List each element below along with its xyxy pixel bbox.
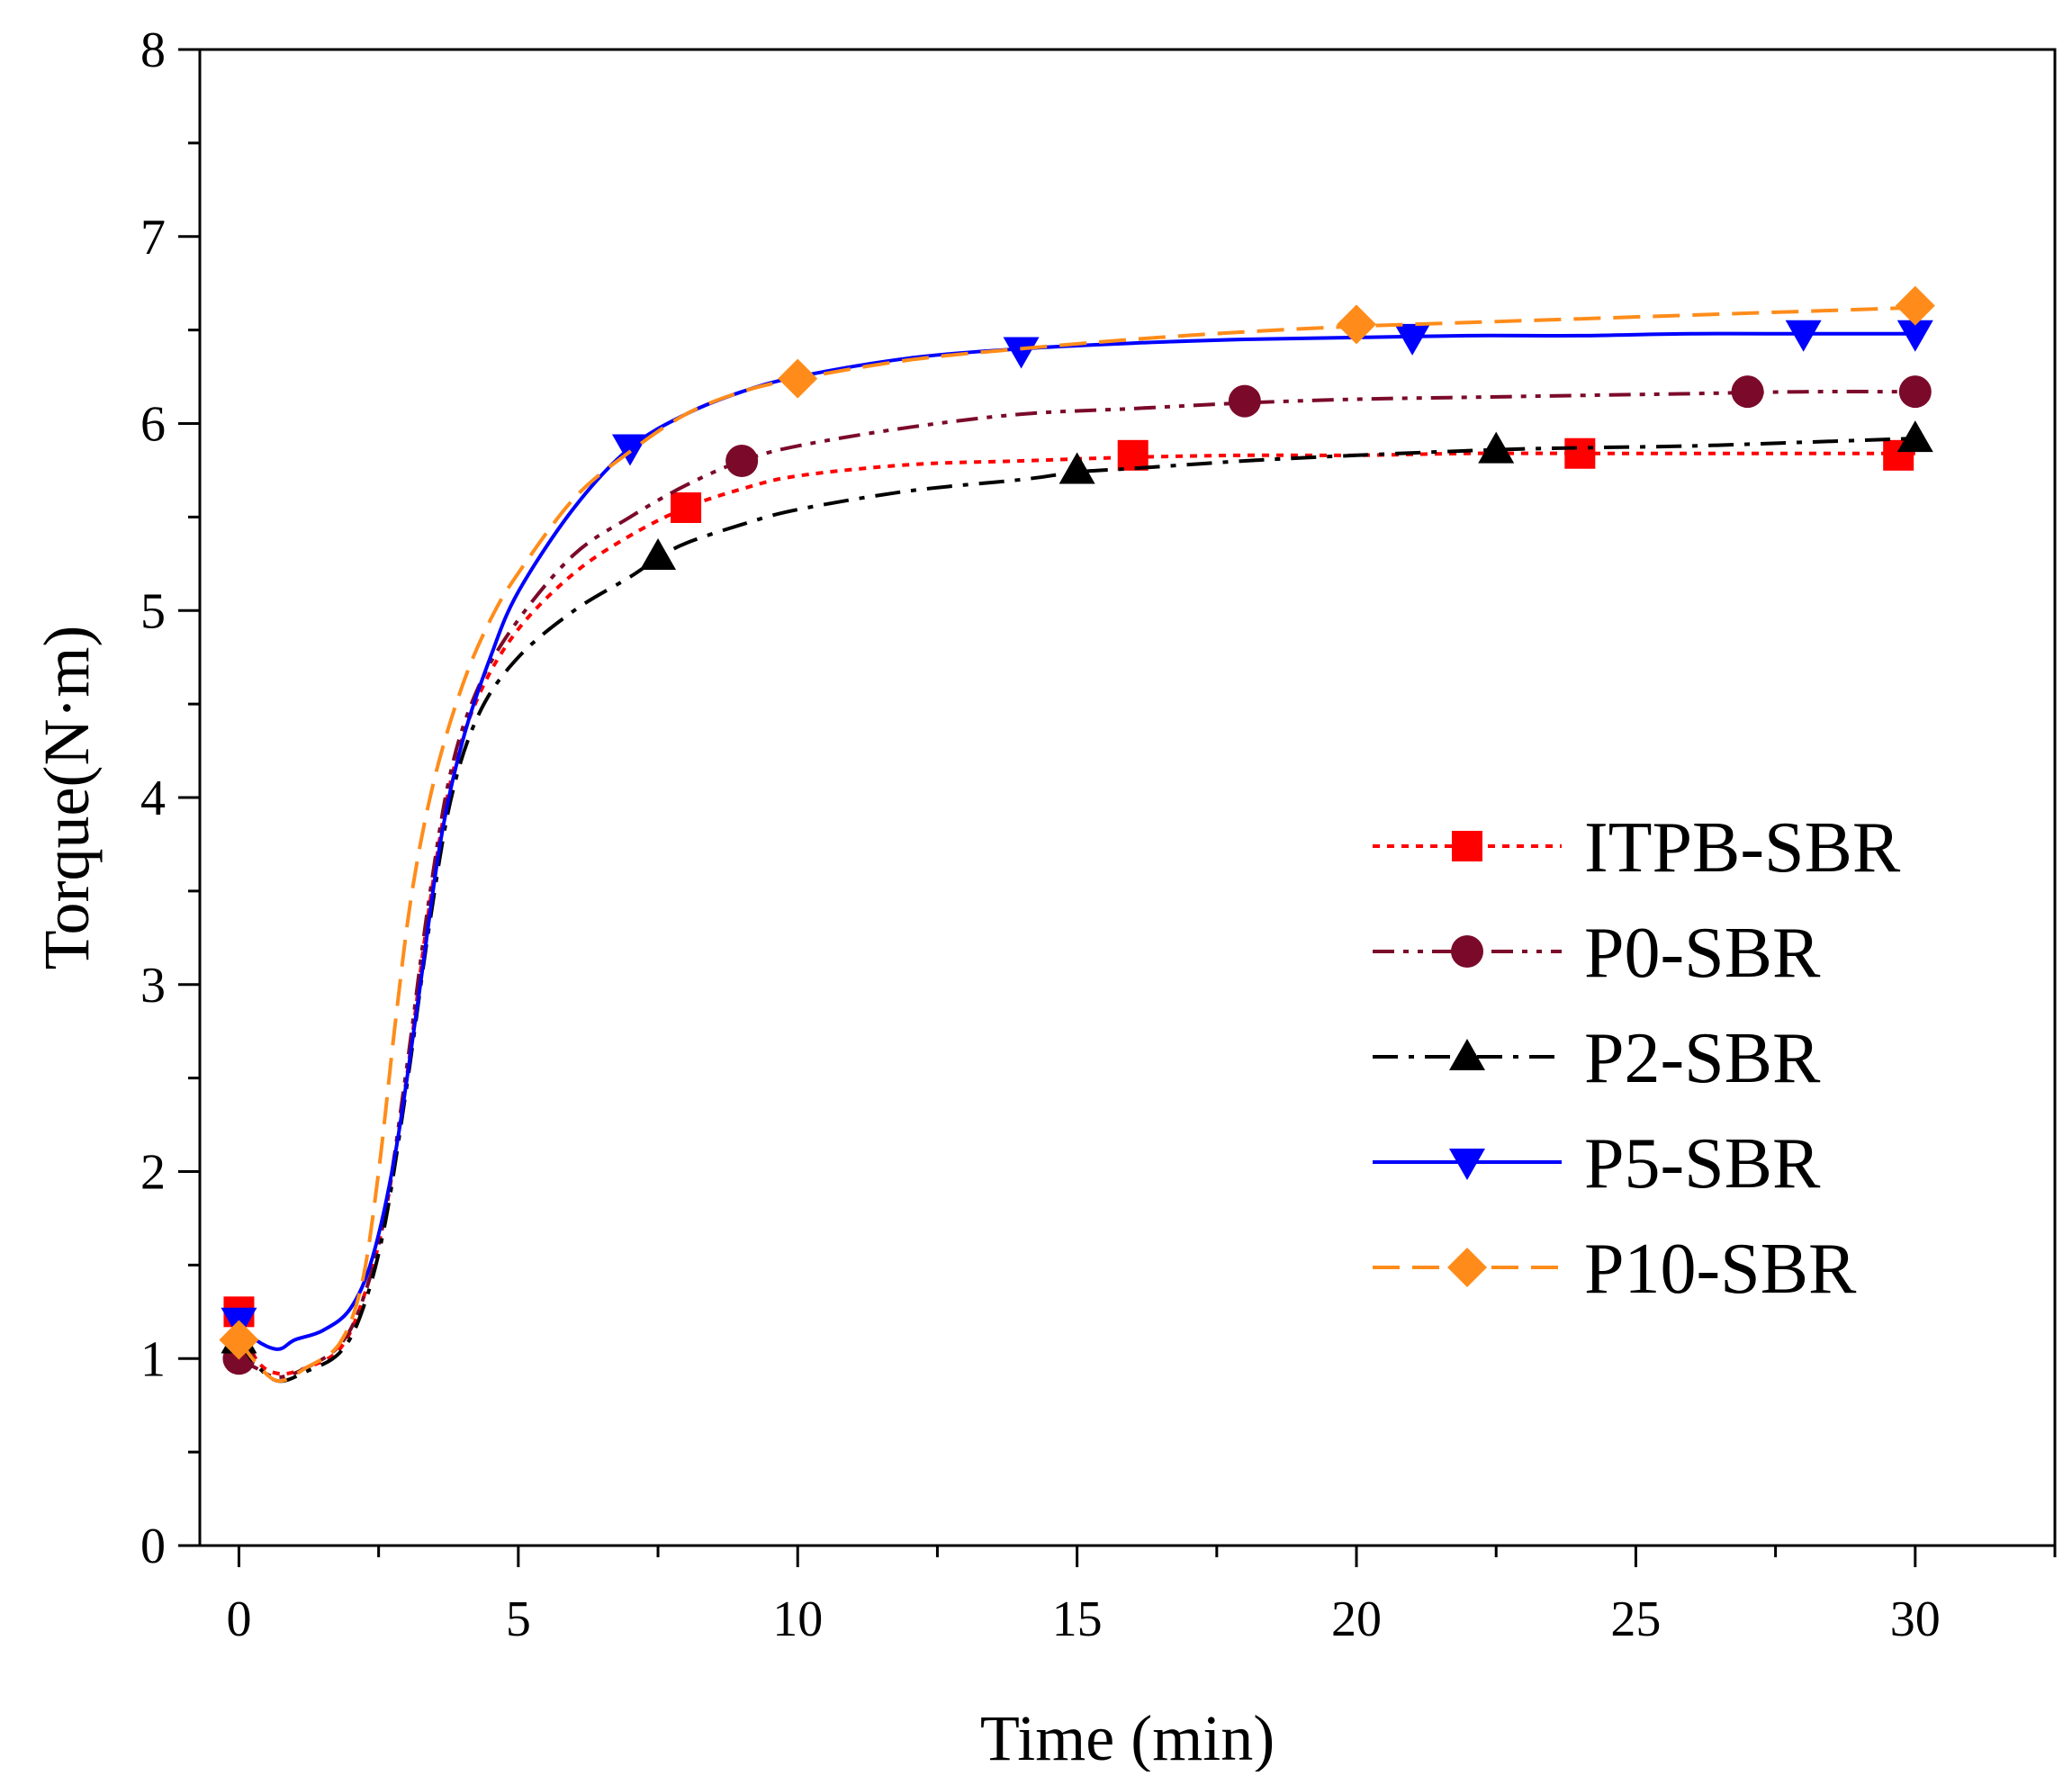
data-point-p5-sbr (1785, 320, 1822, 352)
data-point-p2-sbr (1059, 452, 1095, 484)
data-point-p5-sbr (1003, 337, 1040, 369)
legend-item-p10-sbr: P10-SBR (1373, 1230, 1857, 1309)
legend-label: P5-SBR (1584, 1124, 1821, 1204)
y-tick-label: 8 (140, 23, 166, 78)
y-tick-label: 5 (140, 583, 166, 639)
data-point-p2-sbr (640, 538, 677, 571)
data-point-p10-sbr (778, 358, 818, 399)
series-line-p10-sbr (237, 305, 1915, 1384)
y-tick-label: 2 (140, 1145, 166, 1201)
x-tick-label: 10 (772, 1591, 823, 1647)
legend-label: P2-SBR (1584, 1019, 1821, 1098)
series-p5-sbr (221, 320, 1933, 1351)
data-point-itpb-sbr (671, 491, 702, 523)
legend-item-p2-sbr: P2-SBR (1373, 1019, 1821, 1098)
data-point-p2-sbr (1896, 420, 1933, 453)
y-tick-label: 0 (140, 1519, 166, 1574)
legend-item-p0-sbr: P0-SBR (1373, 914, 1821, 993)
plot-frame (198, 48, 2057, 1547)
x-tick-label: 15 (1052, 1591, 1103, 1647)
x-tick-label: 25 (1610, 1591, 1661, 1647)
data-point-itpb-sbr (1564, 437, 1596, 469)
series-line-p2-sbr (237, 437, 1915, 1384)
series-line-p0-sbr (238, 390, 1915, 1380)
legend-label: ITPB-SBR (1584, 808, 1901, 888)
data-point-p10-sbr (1337, 304, 1377, 345)
y-axis-title: Torque(N·m) (31, 626, 103, 970)
data-point-p5-sbr (1896, 320, 1933, 352)
x-axis-title: Time (min) (980, 1702, 1275, 1771)
y-tick-label: 1 (140, 1331, 166, 1387)
data-point-p5-sbr (1394, 323, 1431, 356)
series-p10-sbr (219, 285, 1935, 1384)
data-point-p0-sbr (1228, 384, 1261, 418)
legend-label: P10-SBR (1584, 1230, 1857, 1309)
legend-item-p5-sbr: P5-SBR (1373, 1124, 1821, 1204)
data-point-p0-sbr (725, 445, 759, 478)
x-tick-label: 20 (1331, 1591, 1382, 1647)
legend-marker (1447, 1248, 1487, 1287)
legend-marker (1452, 831, 1482, 861)
legend-marker (1449, 1039, 1485, 1070)
legend-marker (1449, 1149, 1485, 1180)
y-tick-label: 4 (140, 771, 166, 826)
x-tick-label: 0 (226, 1591, 251, 1647)
y-tick-label: 7 (140, 210, 166, 266)
data-point-itpb-sbr (1117, 439, 1149, 471)
data-point-p0-sbr (1898, 375, 1932, 409)
data-point-p0-sbr (1731, 375, 1764, 409)
x-tick-label: 5 (506, 1591, 531, 1647)
legend-label: P0-SBR (1584, 914, 1821, 993)
legend: ITPB-SBR P0-SBR P2-SBR P5-SBR P10-SBR (1373, 808, 1901, 1309)
data-point-p10-sbr (1895, 285, 1935, 326)
series-layer (219, 285, 1935, 1384)
data-point-p2-sbr (1478, 431, 1515, 464)
data-point-p10-sbr (219, 1320, 259, 1360)
legend-item-itpb-sbr: ITPB-SBR (1373, 808, 1901, 888)
legend-marker (1451, 935, 1483, 968)
series-line-p5-sbr (237, 331, 1915, 1351)
x-tick-label: 30 (1890, 1591, 1941, 1647)
y-tick-label: 6 (140, 397, 166, 453)
y-tick-label: 3 (140, 958, 166, 1014)
axis-layer: 0 5 10 15 20 25 30 0 1 2 3 4 5 6 7 8 (140, 23, 2057, 1647)
series-itpb-sbr (223, 437, 1915, 1376)
